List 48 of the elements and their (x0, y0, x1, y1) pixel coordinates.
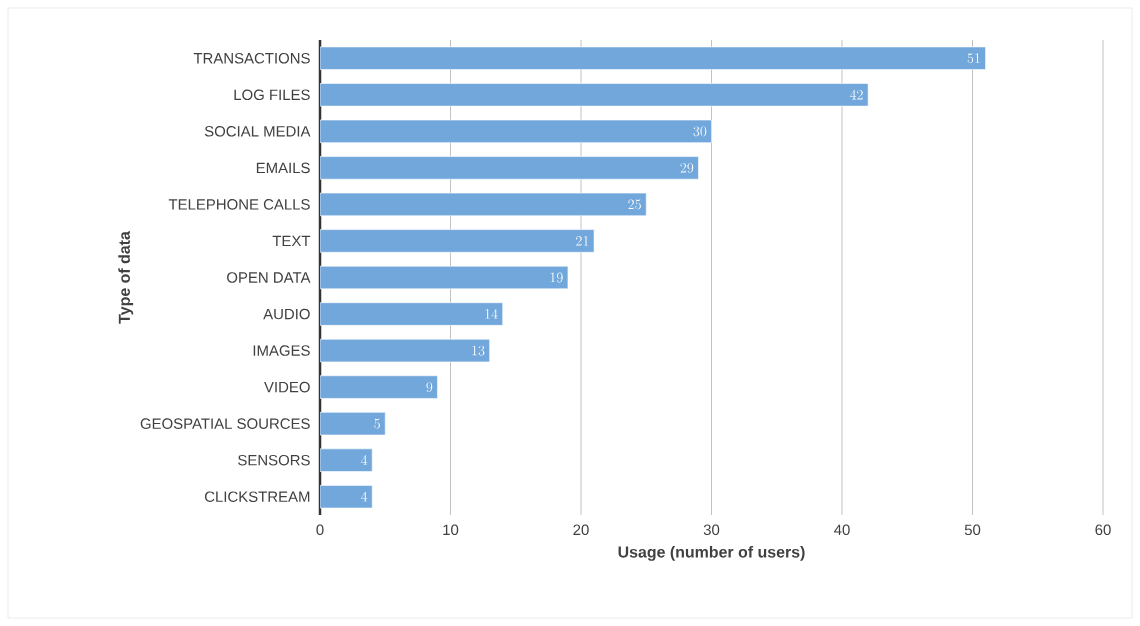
bar (320, 338, 490, 363)
data-label: 4 (360, 455, 368, 465)
data-label: 14 (485, 308, 498, 319)
y-tick-label: LOG FILES (234, 89, 310, 101)
data-label: 5 (374, 418, 380, 429)
data-label: 29 (680, 162, 694, 173)
x-tick-label: 20 (573, 524, 589, 536)
y-tick-label: IMAGES (253, 345, 310, 356)
x-tick-label: 30 (703, 524, 720, 536)
data-label: 21 (576, 236, 589, 246)
bar (320, 448, 373, 472)
data-label: 9 (426, 382, 433, 393)
bar (320, 302, 504, 326)
data-label: 51 (967, 53, 980, 64)
y-tick-label: EMAILS (256, 162, 310, 174)
y-axis-title: Type of data (118, 231, 134, 324)
x-tick-label: 60 (1095, 524, 1111, 536)
y-tick-label: OPEN DATA (227, 272, 311, 283)
bar (320, 156, 699, 180)
x-tick-label: 50 (964, 524, 981, 536)
y-tick-label: GEOSPATIAL SOURCES (140, 418, 310, 429)
bar (320, 412, 386, 436)
y-tick-label: SOCIAL MEDIA (204, 126, 311, 137)
x-tick-label: 40 (834, 524, 850, 536)
bar (320, 485, 373, 509)
bar (320, 46, 986, 70)
y-tick-label: SENSORS (238, 454, 310, 466)
y-tick-label: CLICKSTREAM (204, 491, 310, 503)
bar (320, 375, 438, 399)
x-axis-title: Usage (number of users) (618, 545, 805, 561)
bar (320, 229, 595, 253)
data-label: 42 (849, 89, 863, 100)
bar (320, 83, 869, 107)
bar (320, 119, 712, 143)
y-tick-label: TRANSACTIONS (193, 52, 310, 64)
data-label: 30 (693, 126, 707, 137)
x-tick-label: 10 (443, 524, 459, 536)
data-label: 4 (360, 491, 368, 502)
x-tick-label: 0 (316, 524, 324, 536)
data-label: 19 (550, 272, 563, 283)
y-tick-label: VIDEO (264, 381, 310, 393)
y-tick-label: AUDIO (263, 308, 310, 320)
bar (320, 192, 647, 217)
data-label: 13 (472, 345, 485, 356)
data-label: 25 (628, 199, 641, 210)
bar (320, 265, 569, 290)
y-tick-label: TEXT (272, 235, 311, 247)
y-tick-label: TELEPHONE CALLS (168, 199, 310, 210)
